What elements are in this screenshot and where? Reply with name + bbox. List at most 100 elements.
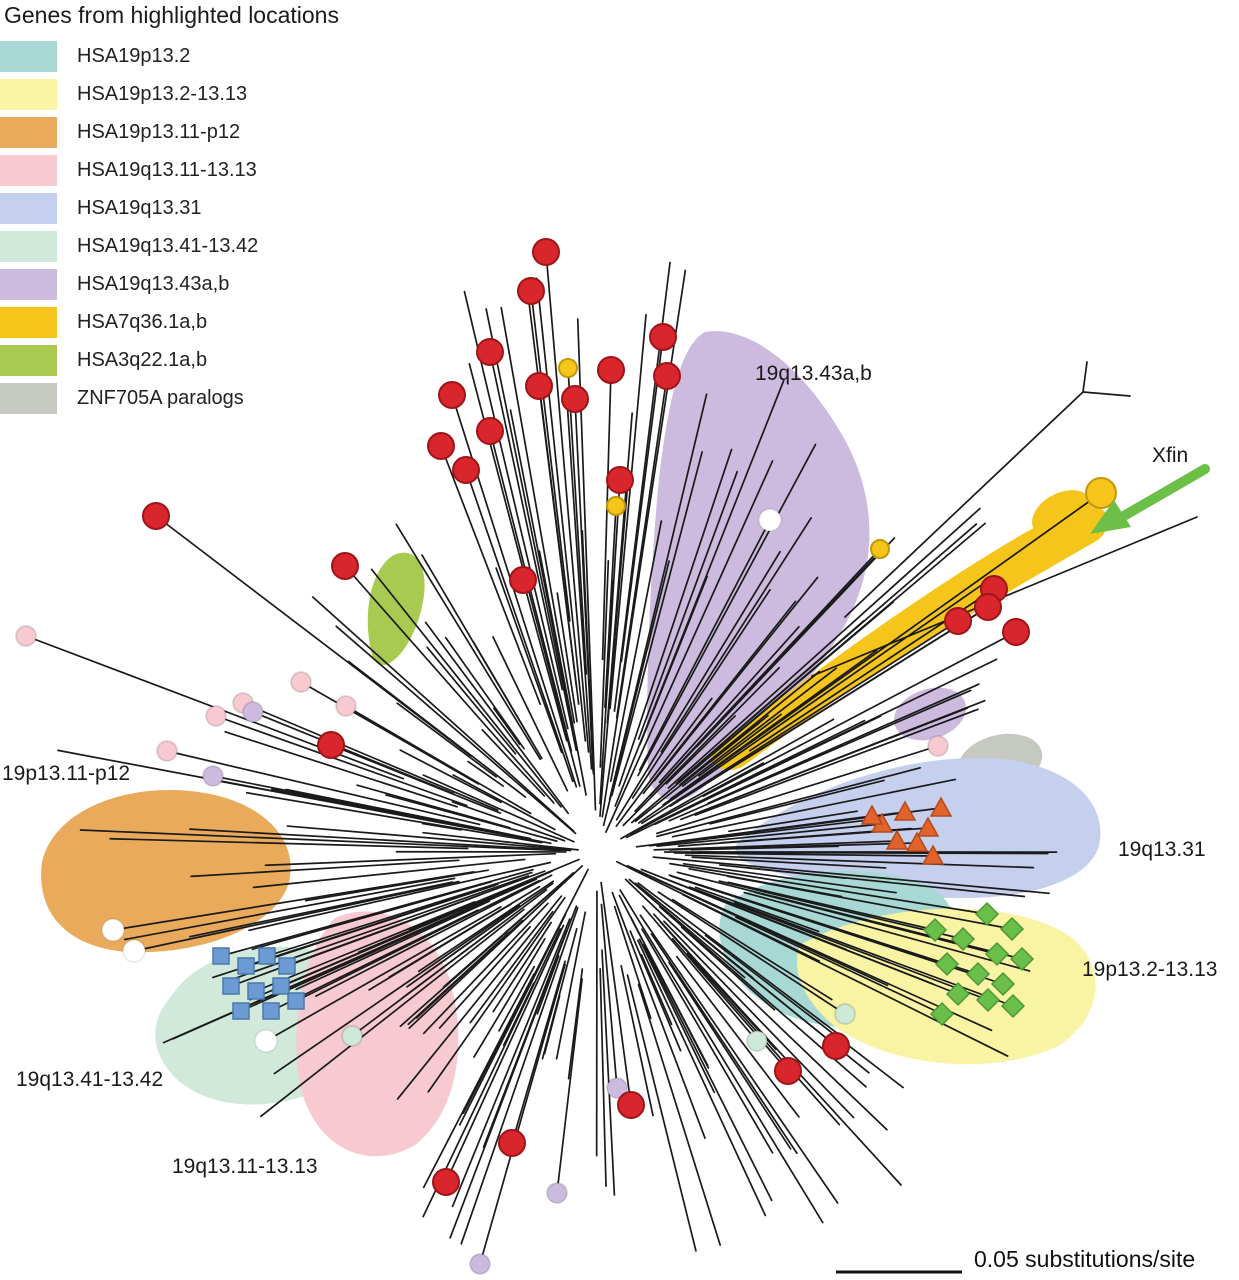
orange-triangle-marker — [860, 804, 884, 825]
white-circle-marker — [254, 1029, 278, 1053]
branch-line — [424, 621, 570, 815]
branch-line — [694, 699, 986, 815]
branch-line — [495, 567, 563, 754]
legend-swatch — [0, 116, 57, 148]
green-diamond-marker — [975, 987, 1001, 1013]
branch-line — [242, 702, 499, 812]
branch-line — [628, 878, 746, 979]
branch-line — [728, 810, 859, 833]
red-circle-marker — [452, 456, 480, 484]
branch-line — [712, 896, 959, 995]
branch-line — [399, 749, 502, 804]
branch-line — [1082, 361, 1088, 393]
branch-line — [351, 889, 548, 1037]
branch-line — [704, 934, 904, 1089]
branch-line — [266, 871, 533, 957]
branch-line — [733, 902, 1014, 1007]
branch-line — [655, 745, 939, 835]
branch-line — [463, 290, 569, 730]
lavender-circle-marker — [242, 701, 264, 723]
red-circle-marker — [606, 466, 634, 494]
red-circle-marker — [822, 1032, 850, 1060]
blue-square-marker — [212, 947, 230, 965]
green-diamond-marker — [999, 916, 1025, 942]
orange-triangle-marker — [885, 829, 909, 850]
legend-item-label: HSA7q36.1a,b — [77, 310, 208, 333]
green-circle-marker — [341, 1025, 363, 1047]
branch-line — [422, 774, 575, 843]
branch-line — [345, 705, 532, 815]
green-diamond-marker — [974, 901, 1000, 927]
branch-line — [640, 953, 673, 1026]
branch-line — [610, 451, 703, 797]
branch-line — [658, 625, 800, 784]
branch-line — [492, 707, 521, 746]
red-circle-marker — [617, 1091, 645, 1119]
branch-line — [611, 891, 706, 1140]
clade-region-7q36-bulb — [1032, 490, 1092, 538]
gene-markers — [15, 238, 1117, 1275]
pink-circle-marker — [156, 740, 178, 762]
blue-square-marker — [222, 977, 240, 995]
legend-swatch — [0, 382, 57, 414]
branch-line — [641, 620, 959, 825]
label-19q13-41: 19q13.41-13.42 — [16, 1068, 164, 1091]
branch-line — [694, 886, 820, 933]
branch-line — [422, 831, 579, 851]
scale-bar-label: 0.05 substitutions/site — [974, 1246, 1196, 1272]
white-circle-marker — [122, 939, 146, 963]
blue-square-marker — [278, 957, 296, 975]
branch-line — [451, 918, 571, 1208]
branch-line — [535, 277, 587, 742]
branch-line — [415, 919, 524, 1019]
branch-line — [370, 568, 562, 808]
branch-line — [57, 749, 448, 825]
branch-line — [440, 445, 542, 706]
red-circle-marker — [532, 238, 560, 266]
branch-line — [356, 784, 511, 829]
branch-line — [727, 881, 936, 931]
branch-line — [252, 858, 526, 889]
branch-line — [637, 939, 767, 1217]
branch-line — [566, 408, 593, 770]
branch-line — [295, 900, 491, 991]
branch-line — [735, 916, 943, 1015]
branch-line — [245, 883, 499, 967]
label-19p13-11: 19p13.11-p12 — [2, 762, 131, 785]
branch-line — [665, 715, 736, 785]
branch-line — [615, 375, 668, 719]
branch-line — [844, 391, 1084, 618]
white-circle-marker — [758, 508, 782, 532]
branch-line — [614, 379, 785, 807]
branch-line — [599, 479, 621, 805]
branch-line — [609, 313, 647, 710]
pink-circle-marker — [205, 705, 227, 727]
branch-line — [654, 715, 882, 826]
branch-line — [620, 336, 664, 663]
branch-line — [538, 385, 578, 688]
branch-line — [653, 840, 898, 851]
branch-line — [707, 683, 980, 804]
red-circle-marker — [427, 432, 455, 460]
orange-triangle-marker — [921, 844, 945, 865]
branch-line — [606, 412, 634, 724]
branch-line — [543, 995, 561, 1055]
branch-line — [631, 588, 771, 799]
branch-line — [473, 937, 546, 1058]
red-circle-marker — [438, 381, 466, 409]
green-circle-marker — [746, 1030, 768, 1052]
yellow-circle-marker — [558, 358, 578, 378]
branch-line — [641, 928, 774, 1154]
legend-item: HSA19p13.11-p12 — [0, 113, 339, 151]
branch-line — [669, 862, 988, 915]
legend-item: HSA19q13.31 — [0, 189, 339, 227]
orange-triangle-marker — [893, 800, 917, 821]
green-diamond-marker — [965, 961, 991, 987]
branch-line — [220, 868, 534, 957]
branch-line — [599, 967, 607, 1188]
branch-line — [270, 909, 479, 1012]
red-circle-marker — [509, 566, 537, 594]
branch-line — [637, 983, 722, 1246]
legend-item-label: HSA19q13.11-13.13 — [77, 158, 257, 181]
